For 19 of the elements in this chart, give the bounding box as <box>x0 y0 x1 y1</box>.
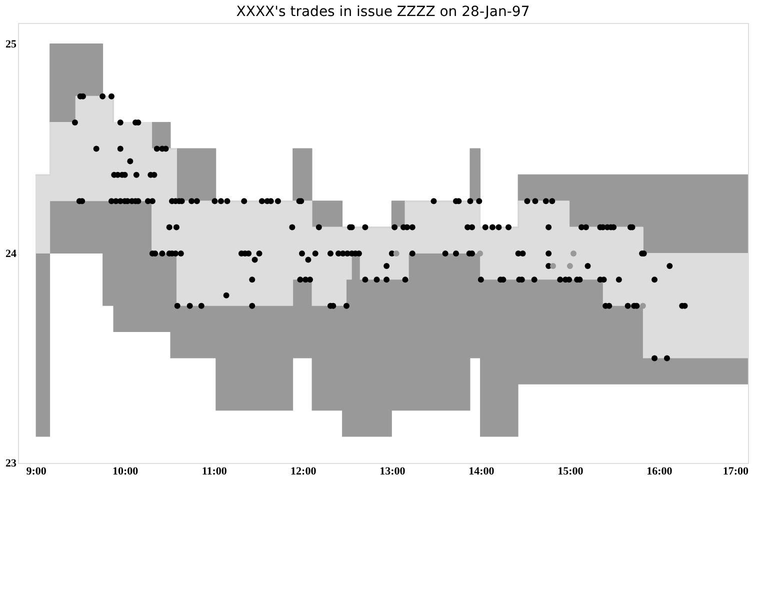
point <box>570 250 577 256</box>
x-tick-label: 14:00 <box>468 466 495 478</box>
y-tick-label: 24 <box>6 248 17 260</box>
x-tick-label: 17:00 <box>722 466 749 478</box>
x-tick-label: 10:00 <box>112 466 139 478</box>
x-tick-label: 15:00 <box>558 466 584 478</box>
x-tick-label: 12:00 <box>290 466 317 478</box>
x-tick-label: 16:00 <box>646 466 673 478</box>
x-tick-label: 13:00 <box>380 466 406 478</box>
x-tick-label: 11:00 <box>202 466 228 478</box>
point <box>477 250 484 256</box>
point <box>393 250 400 256</box>
point <box>566 263 573 270</box>
y-tick-label: 23 <box>6 458 17 470</box>
x-tick-label: 9:00 <box>26 466 47 478</box>
chart-title: XXXX's trades in issue ZZZZ on 28-Jan-97 <box>236 4 530 20</box>
y-tick-label: 25 <box>6 38 17 50</box>
point <box>640 302 646 309</box>
point <box>550 263 556 270</box>
